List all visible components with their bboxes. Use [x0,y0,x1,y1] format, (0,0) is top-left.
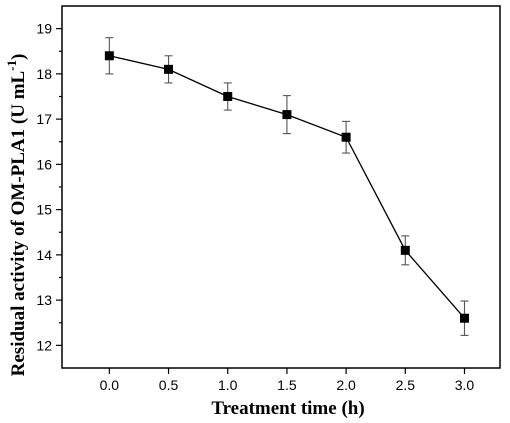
x-tick-label: 0.5 [159,377,179,393]
y-tick-label: 12 [36,337,52,353]
data-point [104,51,114,61]
x-tick-label: 1.0 [218,377,238,393]
x-tick-label: 3.0 [455,377,475,393]
data-point [459,313,469,323]
y-tick-label: 15 [36,202,52,218]
x-axis-title: Treatment time (h) [211,398,364,419]
y-tick-label: 13 [36,292,52,308]
y-axis-title-main: Residual activity of OM-PLA1 (U mL [8,71,29,377]
x-axis: 0.0 0.5 1.0 1.5 2.0 2.5 3.0 [100,368,475,393]
y-tick-label: 17 [36,111,52,127]
y-axis: 12 13 14 15 16 17 18 19 [36,21,62,353]
x-tick-label: 2.5 [396,377,416,393]
y-axis-title-superscript: -1 [4,60,19,71]
y-axis-title: Residual activity of OM-PLA1 (U mL-1) [4,54,29,377]
y-tick-label: 18 [36,66,52,82]
x-tick-label: 2.0 [336,377,356,393]
data-point [164,64,174,74]
y-tick-label: 14 [36,247,52,263]
y-tick-label: 19 [36,21,52,37]
data-point [223,92,233,101]
data-point [341,132,351,142]
y-tick-label: 16 [36,156,52,172]
x-tick-label: 1.5 [277,377,297,393]
series-group [104,37,469,336]
y-axis-title-close: ) [8,54,29,60]
x-tick-label: 0.0 [100,377,120,393]
data-point [282,110,292,120]
data-point [400,245,410,255]
